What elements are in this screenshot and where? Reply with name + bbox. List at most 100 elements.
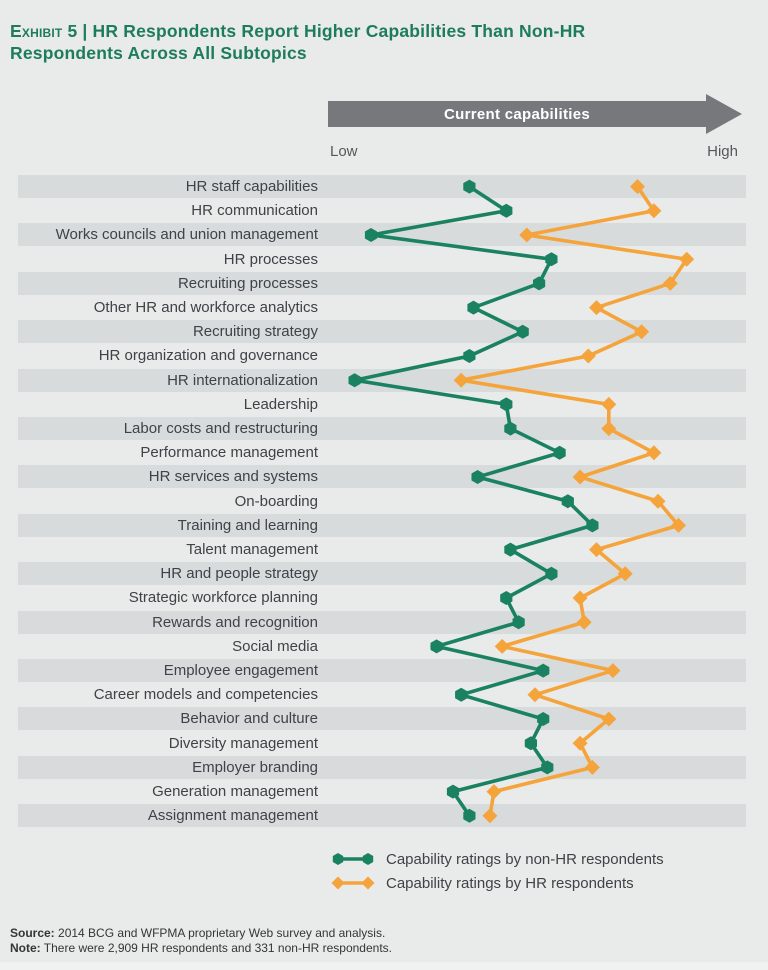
category-label: HR processes — [223, 250, 318, 268]
category-label: Performance management — [140, 444, 318, 462]
category-row: HR services and systems — [18, 465, 746, 489]
category-row: Assignment management — [18, 804, 746, 828]
non-hr-marker — [545, 566, 558, 581]
category-row: Leadership — [18, 393, 746, 416]
non-hr-marker — [561, 494, 574, 509]
hr-marker — [630, 179, 645, 195]
category-row: Diversity management — [18, 732, 746, 755]
non-hr-marker — [500, 591, 513, 605]
hr-marker — [572, 469, 588, 485]
arrow-body: Current capabilities — [328, 101, 706, 127]
category-row: HR and people strategy — [18, 562, 746, 586]
category-row: HR communication — [18, 199, 746, 222]
hr-marker — [601, 396, 617, 412]
category-label: Diversity management — [168, 734, 318, 752]
category-row: Generation management — [18, 780, 746, 803]
hr-marker — [584, 759, 600, 775]
non-hr-legend-marker-icon — [332, 853, 374, 865]
category-label: Talent management — [186, 541, 318, 558]
hr-marker — [617, 566, 633, 582]
category-label: Employer branding — [192, 758, 318, 776]
bottom-strip — [0, 962, 768, 970]
category-row: On-boarding — [18, 490, 746, 513]
axis-endpoint-labels: Low High — [330, 143, 738, 160]
title-text: HR Respondents Report Higher Capabilitie… — [10, 20, 586, 63]
category-label: Rewards and recognition — [152, 613, 318, 631]
hr-marker — [646, 445, 662, 461]
category-row: HR staff capabilities — [18, 175, 746, 198]
non-hr-marker — [500, 397, 513, 412]
hr-marker — [486, 784, 502, 800]
category-label: Behavior and culture — [180, 710, 318, 728]
legend: Capability ratings by non-HR respondents… — [330, 847, 664, 895]
category-label: Career models and competencies — [93, 686, 318, 704]
category-row: Other HR and workforce analytics — [18, 296, 746, 319]
source-line: Source: 2014 BCG and WFPMA proprietary W… — [10, 926, 392, 941]
title-separator: | — [82, 20, 88, 41]
non-hr-marker — [516, 324, 529, 339]
note-line: Note: There were 2,909 HR respondents an… — [10, 941, 392, 956]
non-hr-marker — [463, 179, 476, 194]
non-hr-marker — [553, 445, 566, 460]
category-row: Behavior and culture — [18, 707, 746, 731]
category-label: On-boarding — [234, 492, 318, 510]
hr-marker — [589, 542, 604, 558]
hr-marker — [646, 203, 662, 219]
non-hr-marker — [348, 373, 361, 388]
legend-label-hr: Capability ratings by HR respondents — [386, 874, 634, 892]
category-label: Other HR and workforce analytics — [93, 299, 318, 316]
non-hr-marker — [586, 518, 599, 533]
category-row: Social media — [18, 635, 746, 658]
hr-legend-marker-icon — [331, 876, 375, 890]
hr-marker — [453, 372, 469, 388]
non-hr-marker — [541, 760, 554, 775]
category-row: Recruiting strategy — [18, 320, 746, 344]
hr-marker — [605, 663, 621, 679]
category-label: Labor costs and restructuring — [123, 420, 318, 437]
category-row: Recruiting processes — [18, 271, 746, 295]
hr-marker — [601, 711, 617, 727]
note-text: There were 2,909 HR respondents and 331 … — [40, 941, 392, 955]
non-hr-marker — [463, 349, 476, 363]
hr-marker — [662, 275, 678, 291]
category-label: Recruiting strategy — [192, 323, 318, 341]
hr-marker — [580, 348, 596, 364]
category-label: HR communication — [191, 202, 318, 220]
category-label: Strategic workforce planning — [128, 589, 318, 607]
non-hr-marker — [455, 687, 468, 702]
category-row: Strategic workforce planning — [18, 586, 746, 609]
non-hr-marker — [533, 276, 546, 291]
hr-marker — [519, 227, 535, 243]
exhibit-label: Exhibit 5 — [10, 20, 78, 41]
non-hr-marker — [364, 228, 378, 242]
category-label: HR and people strategy — [160, 565, 318, 583]
category-label: Assignment management — [147, 807, 318, 825]
non-hr-marker — [504, 542, 517, 557]
category-row: Training and learning — [18, 513, 746, 537]
legend-item-hr: Capability ratings by HR respondents — [330, 871, 664, 895]
source-label: Source: — [10, 926, 55, 940]
plot-svg — [348, 179, 695, 824]
footer-notes: Source: 2014 BCG and WFPMA proprietary W… — [10, 926, 392, 956]
arrow-head-icon — [706, 94, 742, 134]
category-label: HR organization and governance — [98, 347, 318, 365]
hr-marker — [671, 517, 686, 533]
hr-marker — [494, 638, 510, 654]
non-hr-marker — [537, 663, 550, 678]
non-hr-marker — [500, 203, 513, 218]
category-row: Employee engagement — [18, 659, 746, 682]
category-label: Works councils and union management — [55, 226, 318, 244]
legend-item-non-hr: Capability ratings by non-HR respondents — [330, 847, 664, 871]
category-row: Labor costs and restructuring — [18, 417, 746, 440]
hr-marker — [572, 735, 588, 751]
category-label: Employee engagement — [163, 662, 318, 679]
non-hr-marker — [446, 784, 460, 799]
hr-marker — [589, 300, 604, 316]
source-text: 2014 BCG and WFPMA proprietary Web surve… — [54, 926, 386, 940]
category-label: Social media — [232, 637, 318, 655]
hr-marker — [576, 614, 592, 630]
non-hr-marker — [524, 736, 537, 751]
hr-marker — [482, 808, 498, 824]
axis-high-label: High — [707, 143, 738, 160]
category-label: Leadership — [243, 395, 318, 413]
